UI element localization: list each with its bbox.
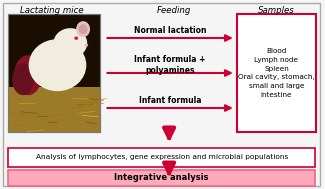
Text: Normal lactation: Normal lactation <box>134 26 206 35</box>
FancyBboxPatch shape <box>8 170 315 186</box>
Text: Blood
Lymph node
Spleen
Oral cavity, stomach,
small and large
intestine: Blood Lymph node Spleen Oral cavity, sto… <box>238 48 315 98</box>
Ellipse shape <box>79 24 87 34</box>
Text: Integrative analysis: Integrative analysis <box>114 174 209 183</box>
Text: Analysis of lymphocytes, gene expression and microbial populations: Analysis of lymphocytes, gene expression… <box>35 154 288 160</box>
Ellipse shape <box>12 63 34 95</box>
Ellipse shape <box>53 28 87 58</box>
FancyBboxPatch shape <box>8 14 99 132</box>
Ellipse shape <box>54 44 72 58</box>
Ellipse shape <box>74 36 78 40</box>
FancyBboxPatch shape <box>237 14 316 132</box>
FancyBboxPatch shape <box>3 3 320 186</box>
Ellipse shape <box>84 44 88 47</box>
Ellipse shape <box>76 21 90 37</box>
Text: Feeding: Feeding <box>157 6 191 15</box>
FancyBboxPatch shape <box>8 148 315 167</box>
FancyBboxPatch shape <box>8 87 99 132</box>
Text: Samples: Samples <box>258 6 295 15</box>
Ellipse shape <box>14 55 42 95</box>
Ellipse shape <box>29 39 86 91</box>
Text: Infant formula: Infant formula <box>139 96 202 105</box>
Text: Lactating mice: Lactating mice <box>20 6 84 15</box>
Text: Infant formula +
polyamines: Infant formula + polyamines <box>135 55 206 75</box>
